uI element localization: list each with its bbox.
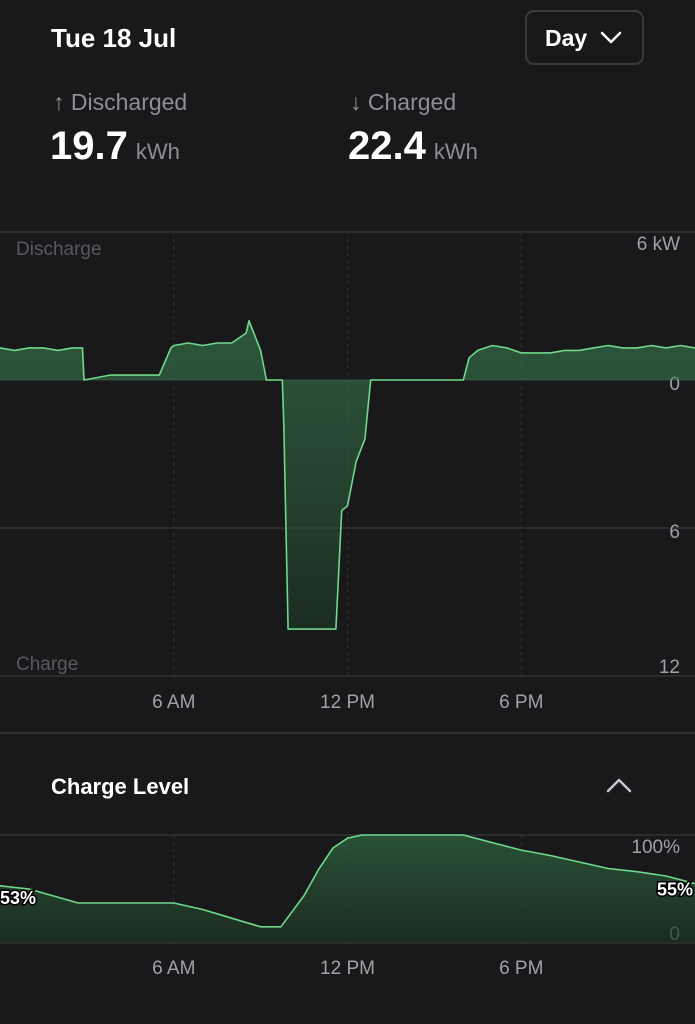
discharged-label: ↑ Discharged	[53, 89, 187, 115]
collapse-chevron[interactable]	[606, 778, 632, 793]
discharge-label: Discharge	[16, 239, 102, 260]
charged-amount: 22.4 kWh	[348, 124, 478, 168]
y-tick-label: 6	[669, 522, 680, 543]
charged-label: ↓ Charged	[350, 89, 456, 115]
charged-unit: kWh	[434, 139, 478, 164]
x-tick-label: 6 AM	[152, 692, 195, 713]
range-button[interactable]	[525, 10, 644, 65]
x-tick-label: 6 PM	[499, 958, 543, 979]
area-line	[0, 834, 695, 928]
date: Tue 18 Jul	[51, 23, 176, 53]
x-tick-label: 12 PM	[320, 692, 375, 713]
area-fill	[0, 320, 695, 630]
discharged-unit: kWh	[136, 139, 180, 164]
discharged-amount: 19.7 kWh	[50, 124, 180, 168]
discharged-value: 19.7	[50, 124, 128, 168]
x-tick-label: 6 PM	[499, 692, 543, 713]
y-tick-label: 12	[659, 657, 680, 678]
y-tick-label: 100%	[631, 837, 680, 858]
charged-value: 22.4	[348, 124, 427, 168]
range-label[interactable]: Day	[545, 25, 587, 51]
dropdown-chevron[interactable]	[600, 31, 622, 44]
x-tick-label: 12 PM	[320, 958, 375, 979]
x-tick-label: 6 AM	[152, 958, 195, 979]
area-line	[0, 320, 695, 630]
area-fill	[0, 835, 695, 943]
value-label: 55%	[657, 880, 693, 900]
value-label: 53%	[0, 888, 36, 908]
charge-label: Charge	[16, 654, 78, 675]
charge-level-title: Charge Level	[51, 774, 189, 799]
y-tick-label: 6 kW	[637, 234, 680, 255]
y-tick-label: 0	[669, 374, 680, 395]
